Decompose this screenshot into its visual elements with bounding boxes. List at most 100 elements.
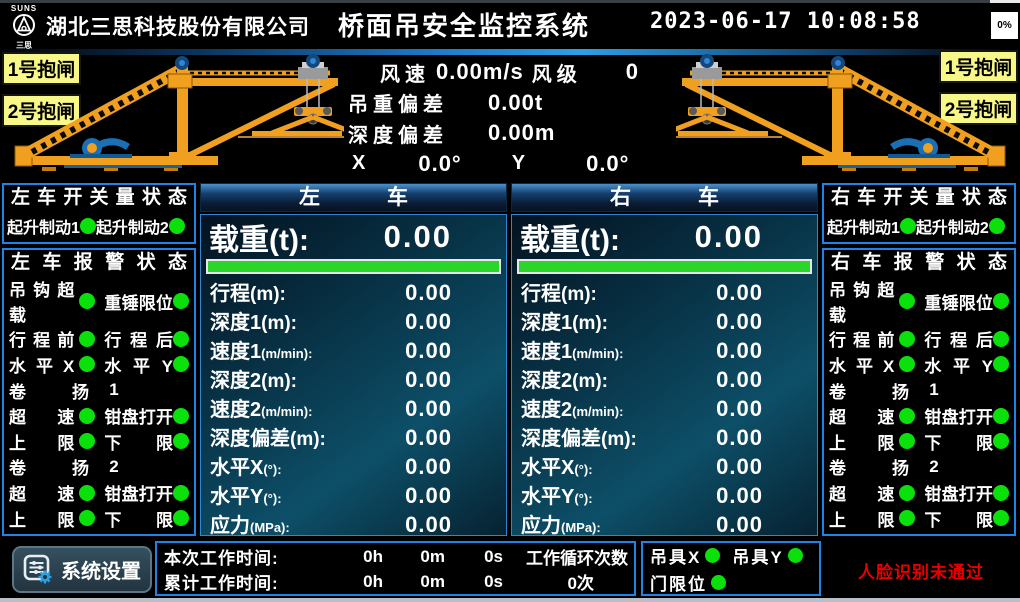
status-led <box>899 433 916 450</box>
right-car-title: 右车 <box>610 186 719 209</box>
status-led <box>173 407 189 424</box>
measure-label: 深度偏差 <box>210 428 290 450</box>
right-brake-1-button[interactable]: 1号抱闸 <box>939 50 1018 83</box>
measure-unit: (m): <box>261 371 298 392</box>
alarm-group-row: 卷扬 2 <box>829 454 1009 480</box>
alarm-label: 水平Y <box>924 356 993 376</box>
left-brake-1-button[interactable]: 1号抱闸 <box>2 52 81 85</box>
status-led <box>993 433 1009 450</box>
measure-unit: (m): <box>572 371 609 392</box>
alarm-row: 上限 下限 <box>829 429 1009 455</box>
status-led <box>79 293 96 309</box>
measure-value: 0.00 <box>716 483 763 508</box>
measure-value: 0.00 <box>716 338 763 363</box>
measure-label: 应力 <box>521 515 561 537</box>
face-recognition-alert: 人脸识别未通过 <box>858 563 984 582</box>
status-led <box>79 330 96 347</box>
tilt-x-value: 0.0° <box>418 150 462 176</box>
load-value: 0.00 <box>694 219 763 254</box>
left-switch-state-panel: 左车开关量状态 起升制动1 起升制动2 <box>2 183 196 244</box>
alarm-label: 水平Y <box>104 356 173 376</box>
left-brake-2-button[interactable]: 2号抱闸 <box>2 94 81 127</box>
hoist-brake-1-label: 起升制动1 <box>827 220 900 237</box>
measure-row: 应力 (MPa): 0.00 <box>516 509 813 538</box>
status-led <box>711 574 726 590</box>
winch-group-number: 2 <box>109 456 119 476</box>
work-time-panel: 本次工作时间: 0h 0m 0s 工作循环次数 累计工作时间: 0h 0m 0s… <box>155 541 636 596</box>
status-led <box>899 510 916 527</box>
status-led <box>79 484 96 501</box>
status-led <box>993 484 1009 501</box>
measure-row: 速度1 (m/min): 0.00 <box>205 335 502 364</box>
alarm-label: 行程前 <box>829 331 895 351</box>
alarm-row: 超速 钳盘打开 <box>829 403 1009 429</box>
status-led <box>899 218 916 234</box>
cycle-count-label: 工作循环次数 <box>526 549 628 568</box>
status-led <box>168 218 185 234</box>
measure-label: 水平Y <box>210 486 264 508</box>
alarm-row: 上限 下限 <box>829 505 1009 531</box>
right-car-header: 右车 <box>511 183 818 212</box>
measure-value: 0.00 <box>716 396 763 421</box>
alarm-group-row: 卷扬 2 <box>9 454 189 480</box>
hoist-brake-1-label: 起升制动1 <box>7 220 80 237</box>
window-top-edge-highlight <box>990 0 1020 3</box>
measure-value: 0.00 <box>716 309 763 334</box>
status-led <box>899 330 916 347</box>
alarm-label: 吊钩超载 <box>829 281 895 325</box>
work-minutes: 0m <box>420 546 445 566</box>
wind-speed-value: 0.00m/s <box>436 59 524 85</box>
left-switch-panel-title: 左车开关量状态 <box>11 187 187 208</box>
left-car-body: 载重(t): 0.00 行程 (m): 0.00 深度1 (m): 0.00 速度1 (m… <box>200 214 507 537</box>
load-deviation-value: 0.00t <box>488 89 544 115</box>
measure-value: 0.00 <box>716 280 763 305</box>
status-led <box>79 407 96 424</box>
window-top-edge <box>0 0 1020 3</box>
measure-unit: (m): <box>290 429 326 450</box>
alarm-label: 重锤限位 <box>104 293 173 313</box>
status-led <box>705 547 721 563</box>
environment-readout-panel: 风速 0.00m/s 风级 0 吊重偏差 0.00t 深度偏差 0.00m X … <box>346 57 678 179</box>
right-brake-2-button[interactable]: 2号抱闸 <box>939 92 1018 125</box>
spreader-x-label: 吊具X <box>650 547 702 567</box>
measure-row: 深度偏差 (m): 0.00 <box>516 422 813 451</box>
status-led <box>79 433 96 450</box>
depth-deviation-value: 0.00m <box>488 120 556 146</box>
total-minutes: 0m <box>420 571 445 591</box>
measure-row: 速度2 (m/min): 0.00 <box>516 393 813 422</box>
datetime-display: 2023-06-17 10:08:58 <box>650 9 921 34</box>
wind-level-label: 风级 <box>531 63 582 86</box>
alarm-row: 超速 钳盘打开 <box>9 480 189 506</box>
measure-unit: (°): <box>263 491 282 506</box>
left-car-data-panel: 左车 载重(t): 0.00 行程 (m): 0.00 深度1 (m): 0.00 速度… <box>200 183 507 537</box>
measure-label: 行程 <box>521 283 561 305</box>
measure-row: 深度2 (m): 0.00 <box>205 364 502 393</box>
alarm-row: 上限 下限 <box>9 429 189 455</box>
settings-button-label: 系统设置 <box>61 561 141 583</box>
door-limit-row: 门限位 <box>650 570 812 595</box>
total-hours: 0h <box>363 571 383 591</box>
depth-deviation-row: 深度偏差 0.00m <box>346 118 678 149</box>
status-led <box>993 407 1009 424</box>
measure-value: 0.00 <box>405 396 452 421</box>
right-alarm-state-panel: 右车报警状态 吊钩超载 重锤限位 行程前 行程后 水平X 水平Y 卷扬 1 超速… <box>822 248 1016 536</box>
measure-row: 深度偏差 (m): 0.00 <box>205 422 502 451</box>
alarm-label: 钳盘打开 <box>924 408 993 428</box>
measure-label: 速度1 <box>521 341 573 363</box>
status-led <box>173 356 189 373</box>
logo-text-bottom: 三思 <box>16 41 32 50</box>
system-settings-button[interactable]: 系统设置 <box>12 546 152 593</box>
measure-value: 0.00 <box>716 454 763 479</box>
status-led <box>993 510 1009 527</box>
status-led <box>899 356 916 373</box>
tilt-y-value: 0.0° <box>586 150 630 176</box>
alarm-label: 上限 <box>829 433 895 453</box>
measure-row: 速度2 (m/min): 0.00 <box>205 393 502 422</box>
measure-row: 水平Y (°): 0.00 <box>205 480 502 509</box>
alarm-label: 超速 <box>9 408 75 428</box>
wind-speed-label: 风速 <box>380 63 430 86</box>
right-switch-panel-title: 右车开关量状态 <box>831 187 1007 208</box>
alarm-label: 超速 <box>829 408 895 428</box>
measure-value: 0.00 <box>405 512 452 537</box>
